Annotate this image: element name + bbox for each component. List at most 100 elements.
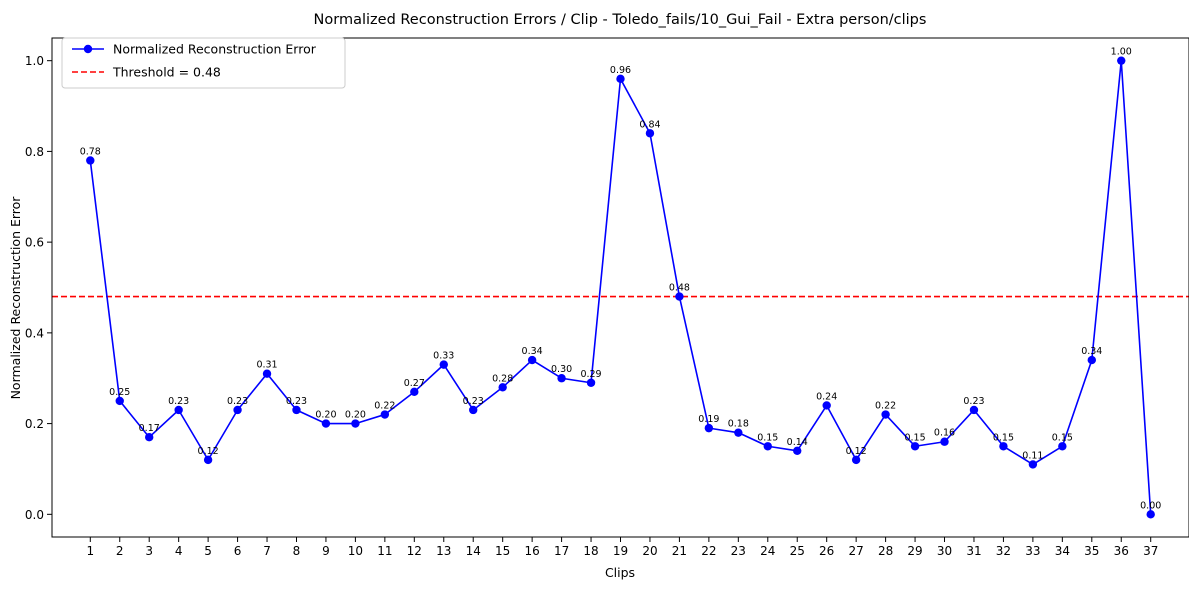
data-point — [292, 405, 301, 415]
data-label: 0.11 — [1022, 450, 1043, 461]
data-point — [1028, 460, 1038, 469]
plot-frame — [51, 37, 1189, 538]
x-tick-label: 23 — [731, 544, 746, 558]
data-point — [822, 401, 831, 410]
legend: Normalized Reconstruction Error Threshol… — [61, 37, 346, 89]
x-tick-label: 25 — [790, 544, 805, 558]
legend-series-marker — [83, 44, 93, 54]
data-label: 0.23 — [168, 396, 189, 407]
data-point — [380, 410, 390, 419]
data-label: 0.84 — [639, 119, 660, 130]
x-tick-label: 28 — [878, 544, 893, 558]
data-label: 0.20 — [315, 410, 336, 421]
data-label: 0.23 — [286, 396, 307, 407]
x-tick-label: 21 — [672, 544, 687, 558]
data-label: 0.20 — [345, 410, 366, 421]
x-tick-label: 13 — [436, 544, 451, 558]
data-label: 0.22 — [374, 401, 395, 412]
data-point — [233, 405, 242, 415]
data-label: 0.34 — [1081, 346, 1102, 357]
data-point — [203, 455, 213, 465]
data-point — [115, 396, 124, 406]
data-point — [498, 383, 507, 392]
x-tick-label: 29 — [907, 544, 922, 558]
data-label: 0.31 — [256, 360, 277, 371]
data-point — [1146, 510, 1155, 519]
x-tick-label: 26 — [819, 544, 834, 558]
x-axis-label: Clips — [605, 565, 635, 580]
data-label: 0.25 — [109, 387, 130, 398]
y-axis-label: Normalized Reconstruction Error — [8, 196, 23, 400]
data-label: 0.78 — [80, 146, 101, 157]
data-point — [174, 405, 183, 415]
x-tick-label: 4 — [175, 544, 183, 558]
data-label: 0.22 — [875, 401, 896, 412]
x-tick-label: 34 — [1055, 544, 1070, 558]
data-label: 0.34 — [522, 346, 543, 357]
data-label: 0.15 — [1052, 432, 1073, 443]
data-point — [1087, 355, 1096, 365]
y-tick-label: 0.4 — [25, 326, 44, 340]
data-label: 0.19 — [698, 414, 719, 425]
data-point — [527, 355, 537, 365]
data-label: 0.12 — [198, 446, 219, 457]
data-point — [616, 74, 625, 84]
legend-threshold-label: Threshold = 0.48 — [112, 65, 221, 80]
data-label: 0.15 — [757, 432, 778, 443]
x-tick-label: 32 — [996, 544, 1011, 558]
data-point — [793, 446, 802, 456]
data-point — [851, 455, 861, 465]
legend-box — [61, 37, 346, 89]
data-point — [999, 442, 1008, 451]
data-point — [86, 156, 95, 165]
x-tick-label: 15 — [495, 544, 510, 558]
x-tick-label: 19 — [613, 544, 628, 558]
data-point — [645, 129, 655, 138]
data-label: 0.16 — [934, 428, 955, 439]
y-tick-label: 0.2 — [25, 417, 44, 431]
x-tick-label: 12 — [407, 544, 422, 558]
data-label: 0.18 — [728, 419, 749, 430]
data-label: 0.15 — [993, 432, 1014, 443]
data-point — [586, 378, 596, 387]
x-tick-label: 22 — [701, 544, 716, 558]
plot-layer: 1 2 3 4 5 6 7 8 9 10 11 12 13 14 15 16 17 18 19 20 21 22 23 24 2… — [25, 47, 1189, 558]
x-tick-label: 3 — [145, 544, 153, 558]
data-label: 0.14 — [787, 437, 808, 448]
x-tick-label: 7 — [263, 544, 271, 558]
data-point — [439, 360, 448, 369]
legend-series-label: Normalized Reconstruction Error — [113, 42, 317, 57]
x-tick-label: 27 — [849, 544, 864, 558]
y-tick-label: 0.0 — [25, 508, 44, 522]
data-label: 0.24 — [816, 391, 837, 402]
data-point — [704, 423, 714, 433]
x-tick-label: 31 — [966, 544, 981, 558]
x-tick-label: 5 — [204, 544, 212, 558]
data-label: 0.12 — [846, 446, 867, 457]
x-tick-label: 8 — [293, 544, 301, 558]
data-label: 1.00 — [1111, 47, 1132, 58]
data-label: 0.30 — [551, 364, 572, 375]
chart-title: Normalized Reconstruction Errors / Clip … — [314, 12, 927, 28]
data-label: 0.17 — [139, 423, 160, 434]
x-tick-label: 10 — [348, 544, 363, 558]
x-tick-label: 17 — [554, 544, 569, 558]
x-tick-label: 1 — [86, 544, 94, 558]
data-point — [145, 433, 154, 442]
data-point — [321, 419, 331, 428]
data-point — [351, 419, 360, 428]
x-tick-label: 24 — [760, 544, 775, 558]
y-tick-label: 1.0 — [25, 54, 44, 68]
x-tick-label: 6 — [234, 544, 242, 558]
x-tick-label: 20 — [642, 544, 657, 558]
data-point — [410, 387, 419, 397]
x-tick-label: 33 — [1025, 544, 1040, 558]
x-tick-label: 16 — [524, 544, 539, 558]
x-tick-label: 30 — [937, 544, 952, 558]
data-point — [763, 442, 772, 451]
x-tick-label: 35 — [1084, 544, 1099, 558]
data-label: 0.33 — [433, 351, 454, 362]
data-label: 0.23 — [963, 396, 984, 407]
